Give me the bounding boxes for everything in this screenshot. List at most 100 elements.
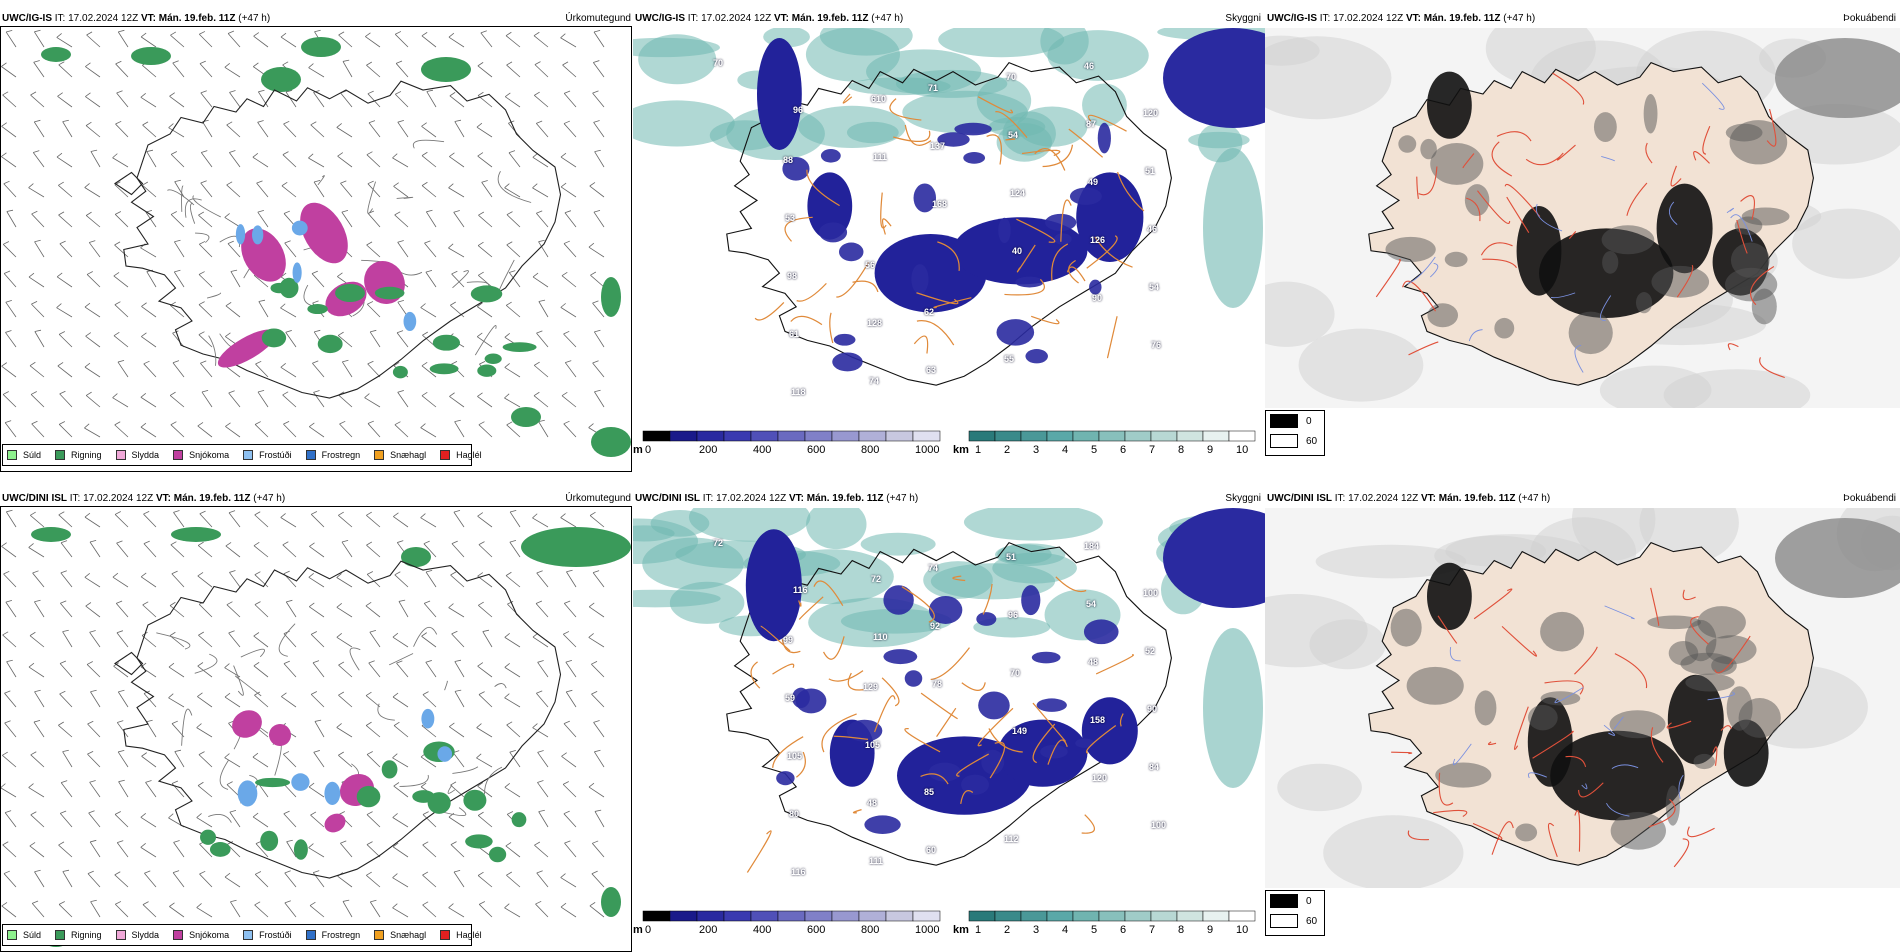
height-tick: 600 [807, 444, 826, 456]
visibility-tick: 1 [975, 444, 982, 456]
cloud-base-label: 96 [1008, 610, 1019, 620]
legend-item: Slydda [115, 450, 160, 460]
cloud-base-label: 55 [1004, 354, 1015, 364]
lead-time: (+47 h) [886, 493, 919, 504]
visibility-tick: 10 [1236, 444, 1249, 456]
panel-header: UWC/IG-IS IT: 17.02.2024 12Z VT: Mán. 19… [0, 10, 635, 28]
visibility-tick: 5 [1091, 444, 1098, 456]
legend-swatch [374, 930, 385, 940]
cloud-map [633, 508, 1265, 908]
panel-header: UWC/DINI ISL IT: 17.02.2024 12Z VT: Mán.… [0, 490, 635, 508]
visibility-tick: 5 [1091, 924, 1098, 936]
vt-label: VT: [155, 493, 171, 504]
visibility-tick: 2 [1004, 444, 1011, 456]
legend-item: Slydda [115, 930, 159, 940]
panel-title: Úrkomutegund [565, 13, 631, 24]
fog-map-svg [1265, 508, 1900, 888]
legend-label: Frostúði [259, 450, 292, 460]
fog-legend-swatch [1270, 914, 1298, 928]
cloud-base-label: 76 [1151, 340, 1162, 350]
cloud-base-label: 112 [1004, 834, 1019, 844]
fog-panel: UWC/IG-IS IT: 17.02.2024 12Z VT: Mán. 19… [1265, 10, 1900, 472]
panel-title: Skyggni [1225, 493, 1261, 504]
vt-value: Mán. 19.feb. 11Z [173, 493, 251, 504]
lead-time: (+47 h) [238, 13, 271, 24]
precip-panel: UWC/IG-IS IT: 17.02.2024 12Z VT: Mán. 19… [0, 10, 635, 472]
cloud-base-label: 46 [1084, 61, 1095, 71]
height-tick: 200 [699, 924, 718, 936]
fog-legend-label: 60 [1306, 435, 1318, 447]
cloud-base-label: 124 [1010, 188, 1026, 198]
lead-time: (+47 h) [871, 13, 904, 24]
cloud-base-label: 120 [1092, 773, 1108, 783]
cloud-base-label: 84 [1149, 762, 1160, 772]
cloud-base-label: 88 [783, 155, 794, 165]
legend-swatch [243, 930, 254, 940]
it-value: 17.02.2024 12Z [1333, 13, 1404, 24]
legend-label: Súld [23, 450, 42, 460]
it-label: IT: [687, 13, 699, 24]
cloud-base-label: 60 [926, 845, 937, 855]
cloud-base-label: 70 [1010, 668, 1021, 678]
legend-swatch [305, 450, 316, 460]
legend-swatch [440, 930, 451, 940]
height-tick: 800 [861, 924, 880, 936]
height-tick: 0 [645, 924, 652, 936]
lead-time: (+47 h) [253, 493, 286, 504]
panel-title: Úrkomutegund [565, 493, 631, 504]
panel-header: UWC/IG-IS IT: 17.02.2024 12Z VT: Mán. 19… [1265, 10, 1900, 28]
legend-label: Rigning [71, 450, 102, 460]
cloud-base-label: 49 [1088, 177, 1099, 187]
legend-label: Frostúði [259, 930, 292, 940]
height-scale: m 0 200 400 600 800 1000 [633, 910, 943, 944]
height-scale: m 0 200 400 600 800 1000 [633, 430, 943, 464]
height-tick: 200 [699, 444, 718, 456]
cloud-base-label: 85 [924, 787, 935, 797]
cloud-base-label: 158 [1090, 715, 1106, 725]
visibility-tick: 8 [1178, 924, 1185, 936]
legend-swatch [7, 450, 17, 460]
legend-swatch [115, 450, 126, 460]
precip-map [1, 29, 631, 457]
visibility-tick: 8 [1178, 444, 1185, 456]
visibility-tick: 4 [1062, 444, 1069, 456]
legend-label: Snjókoma [189, 930, 230, 940]
visibility-tick: 3 [1033, 924, 1040, 936]
fog-legend-row: 0 [1270, 411, 1324, 431]
panel-title: Skyggni [1225, 13, 1261, 24]
legend-item: Frostúði [243, 930, 292, 940]
cloud-base-label: 54 [1086, 599, 1097, 609]
visibility-tick: 9 [1207, 924, 1214, 936]
legend-label: Haglél [456, 450, 482, 460]
vt-label: VT: [140, 13, 156, 24]
cloud-base-label: 149 [1012, 726, 1028, 736]
height-tick: 1000 [915, 924, 940, 936]
cloud-base-label: 54 [1008, 130, 1019, 140]
cloud-base-label: 51 [1006, 552, 1017, 562]
cloud-base-label: 78 [932, 679, 943, 689]
visibility-tick: 9 [1207, 444, 1214, 456]
it-label: IT: [1334, 493, 1346, 504]
visibility-tick: 6 [1120, 924, 1127, 936]
legend-swatch [374, 450, 385, 460]
cloud-map-svg [633, 28, 1265, 386]
cloud-base-label: 87 [1086, 119, 1097, 129]
model-name: UWC/DINI ISL [635, 493, 700, 504]
visibility-tick: 6 [1120, 444, 1127, 456]
cloud-base-label: 70 [713, 58, 724, 68]
legend-item: Snæhagl [374, 930, 426, 940]
fog-legend: 0 60 [1265, 410, 1325, 456]
cloud-panel: UWC/DINI ISL IT: 17.02.2024 12Z VT: Mán.… [633, 490, 1265, 952]
cloud-base-label: 129 [863, 682, 879, 692]
cloud-base-label: 71 [928, 83, 939, 93]
cloud-base-label: 62 [924, 307, 935, 317]
model-name: UWC/DINI ISL [2, 493, 67, 504]
legend-label: Slydda [131, 450, 160, 460]
legend-label: Frostregn [321, 450, 361, 460]
cloud-base-label: 96 [793, 105, 804, 115]
cloud-base-label: 51 [1145, 166, 1156, 176]
legend-item: Rigning [55, 930, 102, 940]
fog-legend-swatch [1270, 894, 1298, 908]
legend-label: Snæhagl [390, 450, 427, 460]
it-label: IT: [702, 493, 714, 504]
